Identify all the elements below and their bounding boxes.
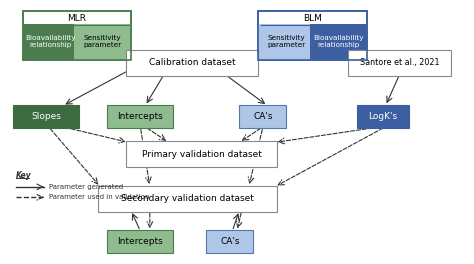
Text: Santore et al., 2021: Santore et al., 2021 bbox=[360, 58, 439, 67]
FancyBboxPatch shape bbox=[258, 11, 366, 60]
FancyBboxPatch shape bbox=[23, 23, 79, 60]
FancyBboxPatch shape bbox=[23, 11, 131, 60]
FancyBboxPatch shape bbox=[74, 23, 131, 60]
FancyBboxPatch shape bbox=[98, 186, 277, 212]
Text: MLR: MLR bbox=[67, 14, 86, 23]
Text: Calibration dataset: Calibration dataset bbox=[149, 58, 236, 67]
FancyBboxPatch shape bbox=[258, 23, 315, 60]
FancyBboxPatch shape bbox=[310, 23, 366, 60]
Text: CA's: CA's bbox=[220, 237, 240, 246]
Text: BLM: BLM bbox=[303, 14, 322, 23]
Text: LogK's: LogK's bbox=[368, 112, 398, 121]
Text: Slopes: Slopes bbox=[31, 112, 61, 121]
Text: Bioavailability
relationship: Bioavailability relationship bbox=[313, 35, 364, 48]
Text: Bioavailability
relationship: Bioavailability relationship bbox=[26, 35, 76, 48]
Text: Intercepts: Intercepts bbox=[118, 112, 163, 121]
Text: Sensitivity
parameter: Sensitivity parameter bbox=[267, 35, 306, 48]
FancyBboxPatch shape bbox=[108, 105, 173, 128]
Text: Sensitivity
parameter: Sensitivity parameter bbox=[83, 35, 122, 48]
Text: CA's: CA's bbox=[253, 112, 273, 121]
FancyBboxPatch shape bbox=[126, 141, 277, 167]
FancyBboxPatch shape bbox=[13, 105, 79, 128]
FancyBboxPatch shape bbox=[239, 105, 286, 128]
FancyBboxPatch shape bbox=[206, 230, 254, 253]
Text: Parameter used in validation: Parameter used in validation bbox=[48, 194, 149, 200]
Text: Secondary validation dataset: Secondary validation dataset bbox=[121, 194, 254, 203]
FancyBboxPatch shape bbox=[348, 50, 451, 76]
FancyBboxPatch shape bbox=[357, 105, 409, 128]
Text: Key: Key bbox=[16, 171, 31, 180]
FancyBboxPatch shape bbox=[126, 50, 258, 76]
Text: Parameter generated: Parameter generated bbox=[48, 184, 123, 190]
Text: Intercepts: Intercepts bbox=[118, 237, 163, 246]
Text: Primary validation dataset: Primary validation dataset bbox=[142, 150, 262, 159]
FancyBboxPatch shape bbox=[108, 230, 173, 253]
